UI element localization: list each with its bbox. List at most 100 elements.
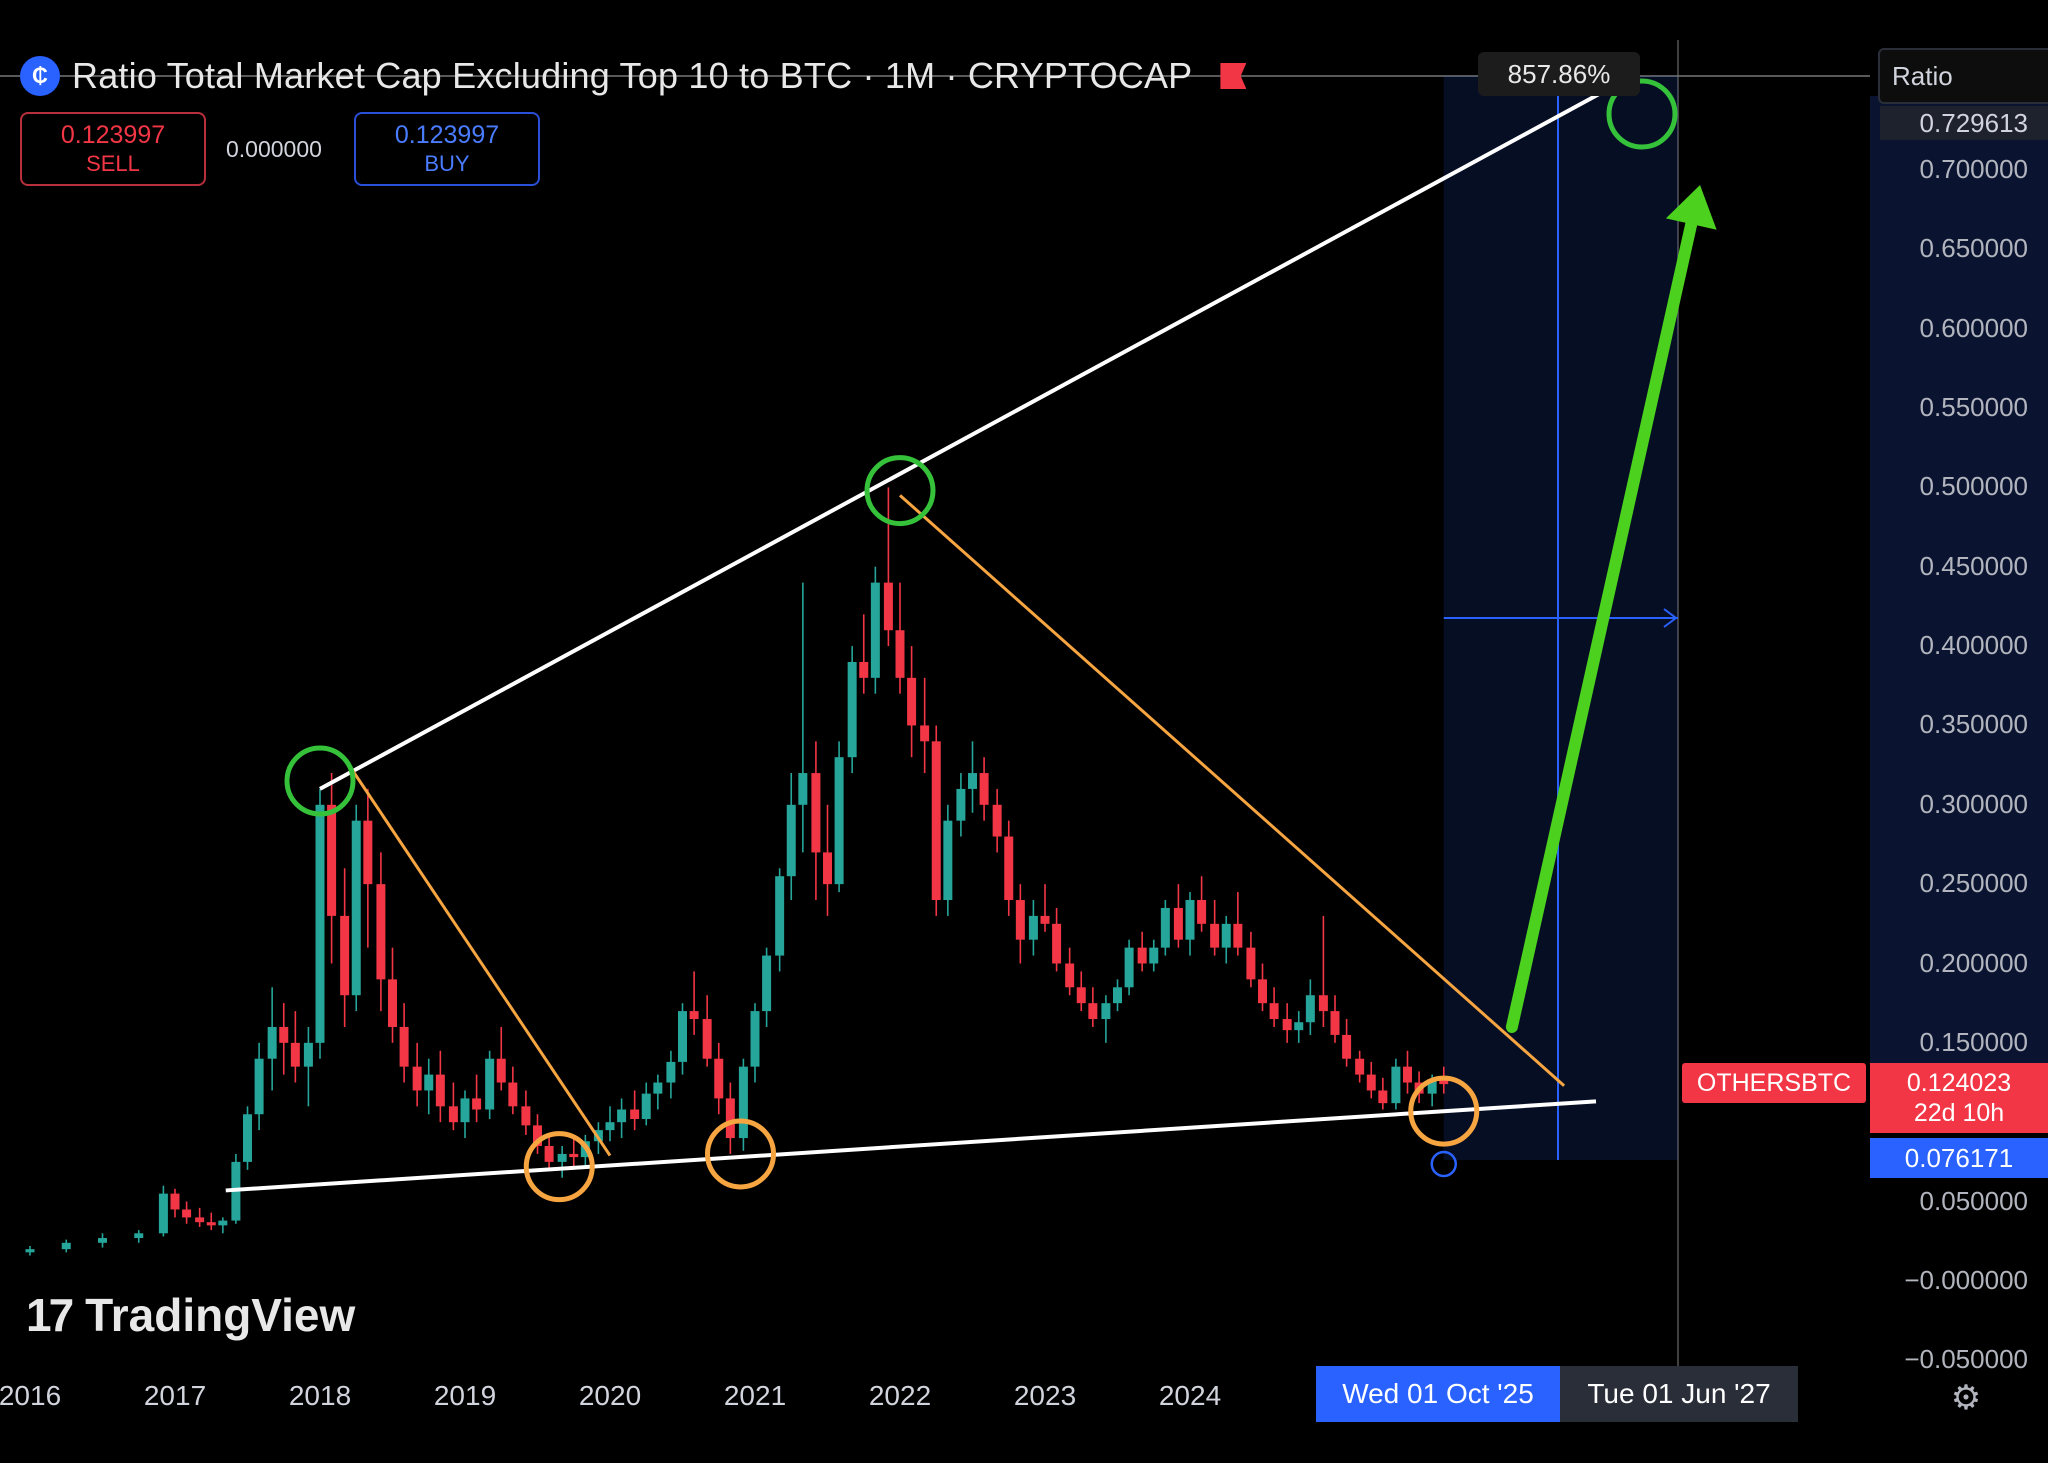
candle-body (303, 1042, 313, 1067)
orange-marker-circle (523, 1131, 595, 1203)
green-arrow-head (1665, 185, 1717, 230)
candle-body (1282, 1019, 1292, 1031)
price-tick-label: 0.050000 (1919, 1185, 2028, 1216)
candle-body (472, 1098, 482, 1110)
candle-body (206, 1222, 216, 1226)
candle-body (1318, 995, 1328, 1012)
candle-body (376, 884, 386, 980)
settings-gear-icon[interactable]: ⚙ (1950, 1379, 1982, 1417)
tradingview-mark-icon: 17 (26, 1289, 74, 1341)
trendline-upper-resistance (319, 74, 1634, 791)
candle-body (1330, 1011, 1340, 1035)
candle-body (1355, 1058, 1365, 1075)
candle-body (1391, 1066, 1401, 1104)
trendline-lower-support (225, 1099, 1597, 1193)
last-price-tag: 0.124023 22d 10h (1870, 1063, 2048, 1133)
spread-value: 0.000000 (226, 136, 322, 162)
sell-price: 0.123997 (60, 121, 166, 149)
candle-body (533, 1125, 542, 1147)
price-tick-label: 0.200000 (1919, 947, 2028, 978)
candle-body (351, 820, 361, 996)
candle-body (895, 630, 905, 678)
price-tick-label: −0.000000 (1904, 1264, 2028, 1295)
candle-body (98, 1238, 107, 1243)
candle-body (557, 1153, 567, 1162)
candle-body (1149, 947, 1159, 964)
time-tick-label: 2020 (578, 1380, 642, 1411)
range-anchor-point (1430, 1150, 1457, 1178)
candle-body (496, 1058, 506, 1083)
chart-title: Ratio Total Market Cap Excluding Top 10 … (72, 55, 1193, 96)
time-tick-label: 2019 (433, 1380, 497, 1411)
price-tick-label: 0.450000 (1919, 550, 2028, 581)
candle-body (653, 1082, 663, 1094)
price-tick-label: 0.550000 (1919, 392, 2028, 423)
sell-label: SELL (86, 151, 140, 176)
price-tick-label: 0.300000 (1919, 788, 2028, 819)
candle-body (859, 661, 869, 678)
trendline-downtrend-2022 (899, 494, 1566, 1087)
candle-body (1378, 1090, 1388, 1104)
candle-body (641, 1093, 651, 1120)
candle-body (1366, 1074, 1376, 1091)
candle-body (956, 788, 966, 821)
candle-body (435, 1074, 445, 1107)
candle-body (630, 1109, 640, 1120)
buy-button[interactable]: 0.123997 BUY (354, 112, 540, 186)
trendline-downtrend-2018 (347, 764, 612, 1157)
candle-body (1342, 1034, 1352, 1059)
candle-body (508, 1082, 518, 1107)
candle-body (134, 1233, 144, 1239)
candle-body (195, 1217, 205, 1223)
range-start-date: Wed 01 Oct '25 (1316, 1366, 1560, 1422)
candle-body (834, 757, 844, 885)
price-tick-label: 0.650000 (1919, 233, 2028, 264)
candle-body (1076, 987, 1086, 1004)
candle-body (1124, 947, 1134, 988)
candle-body (666, 1061, 676, 1083)
green-marker-circle (864, 455, 936, 527)
candle-body (412, 1066, 422, 1091)
candle-body (702, 1019, 712, 1059)
candle-body (363, 820, 373, 885)
candle-body (943, 820, 953, 901)
candle-body (1233, 923, 1243, 948)
time-tick-label: 2023 (1013, 1380, 1077, 1411)
candle-body (1246, 947, 1256, 980)
candle-body (1403, 1066, 1412, 1083)
candle-body (424, 1074, 434, 1091)
candle-body (1294, 1022, 1304, 1031)
candle-body (182, 1209, 192, 1218)
scale-dropdown[interactable]: Ratio (1878, 48, 2048, 104)
candle-body (1197, 900, 1207, 924)
green-marker-circle (284, 745, 356, 817)
candle-body (1269, 1003, 1279, 1020)
price-axis-range-band (1870, 96, 2048, 1116)
range-low-tag: 0.076171 (1870, 1138, 2048, 1178)
candle-body (218, 1220, 228, 1226)
orange-marker-circle (1408, 1075, 1480, 1147)
price-tick-label: 0.500000 (1919, 471, 2028, 502)
candle-body (267, 1026, 277, 1059)
sell-button[interactable]: 0.123997 SELL (20, 112, 206, 186)
flag-icon[interactable] (1220, 63, 1247, 89)
time-tick-label: 2022 (868, 1380, 932, 1411)
candle-body (883, 582, 893, 631)
candle-body (1305, 995, 1315, 1023)
candle-body (1065, 963, 1075, 988)
buy-price: 0.123997 (394, 121, 500, 149)
price-tick-label: 0.600000 (1919, 312, 2028, 343)
time-tick-label: 2016 (0, 1380, 62, 1411)
candle-body (340, 915, 350, 996)
candle-body (678, 1011, 687, 1062)
range-end-date: Tue 01 Jun '27 (1560, 1366, 1798, 1422)
candle-body (725, 1098, 735, 1139)
green-arrow-shaft (1505, 218, 1698, 1033)
candle-body (485, 1058, 495, 1110)
candle-body (61, 1242, 71, 1250)
candle-body (1028, 915, 1038, 940)
buy-label: BUY (424, 151, 470, 176)
time-tick-label: 2017 (143, 1380, 207, 1411)
